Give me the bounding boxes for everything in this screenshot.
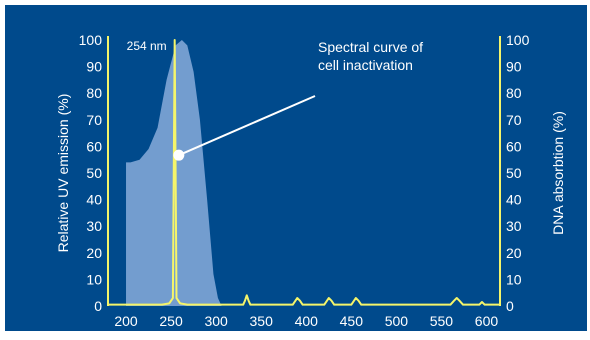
y-tick-label-left: 30 bbox=[86, 218, 102, 234]
x-tick-label: 350 bbox=[250, 313, 274, 329]
y-tick-label-right: 0 bbox=[506, 298, 514, 314]
y-tick-label-right: 50 bbox=[506, 165, 522, 181]
x-tick-label: 200 bbox=[114, 313, 138, 329]
y-tick-label-right: 100 bbox=[506, 32, 530, 48]
y-axis-ticks-left: 0 10 20 30 40 50 60 70 80 90 100 bbox=[79, 32, 103, 314]
y-axis-label-left: Relative UV emission (%) bbox=[55, 94, 71, 253]
y-tick-label-left: 0 bbox=[94, 298, 102, 314]
plot-background bbox=[5, 5, 587, 331]
callout-label-line-1: Spectral curve of bbox=[318, 39, 423, 55]
x-tick-label: 600 bbox=[475, 313, 499, 329]
x-tick-label: 300 bbox=[204, 313, 228, 329]
x-tick-label: 500 bbox=[385, 313, 409, 329]
x-tick-label: 400 bbox=[295, 313, 319, 329]
y-tick-label-left: 80 bbox=[86, 85, 102, 101]
axes bbox=[107, 36, 501, 306]
y-tick-label-left: 60 bbox=[86, 138, 102, 154]
x-tick-label: 550 bbox=[430, 313, 454, 329]
y-tick-label-left: 10 bbox=[86, 271, 102, 287]
y-tick-label-right: 60 bbox=[506, 138, 522, 154]
y-tick-label-left: 70 bbox=[86, 112, 102, 128]
y-tick-label-left: 40 bbox=[86, 192, 102, 208]
y-axis-label-right: DNA absorbtion (%) bbox=[550, 111, 566, 235]
x-tick-label: 450 bbox=[340, 313, 364, 329]
y-tick-label-left: 50 bbox=[86, 165, 102, 181]
y-tick-label-right: 70 bbox=[506, 112, 522, 128]
y-tick-label-right: 40 bbox=[506, 192, 522, 208]
x-axis-ticks: 200 250 300 350 400 450 500 550 600 bbox=[114, 313, 498, 329]
emission-line bbox=[108, 39, 500, 306]
y-tick-label-right: 10 bbox=[506, 271, 522, 287]
y-tick-label-right: 90 bbox=[506, 59, 522, 75]
y-tick-label-left: 100 bbox=[79, 32, 103, 48]
y-tick-label-right: 20 bbox=[506, 245, 522, 261]
callout-pointer-line bbox=[178, 95, 316, 157]
callout-pointer-dot bbox=[173, 149, 185, 161]
y-tick-label-left: 20 bbox=[86, 245, 102, 261]
y-tick-label-left: 90 bbox=[86, 59, 102, 75]
x-tick-label: 250 bbox=[159, 313, 183, 329]
peak-label: 254 nm bbox=[127, 39, 167, 53]
callout-label-line-2: cell inactivation bbox=[318, 57, 413, 73]
y-axis-ticks-right: 0 10 20 30 40 50 60 70 80 90 100 bbox=[506, 32, 530, 314]
y-tick-label-right: 30 bbox=[506, 218, 522, 234]
y-tick-label-right: 80 bbox=[506, 85, 522, 101]
